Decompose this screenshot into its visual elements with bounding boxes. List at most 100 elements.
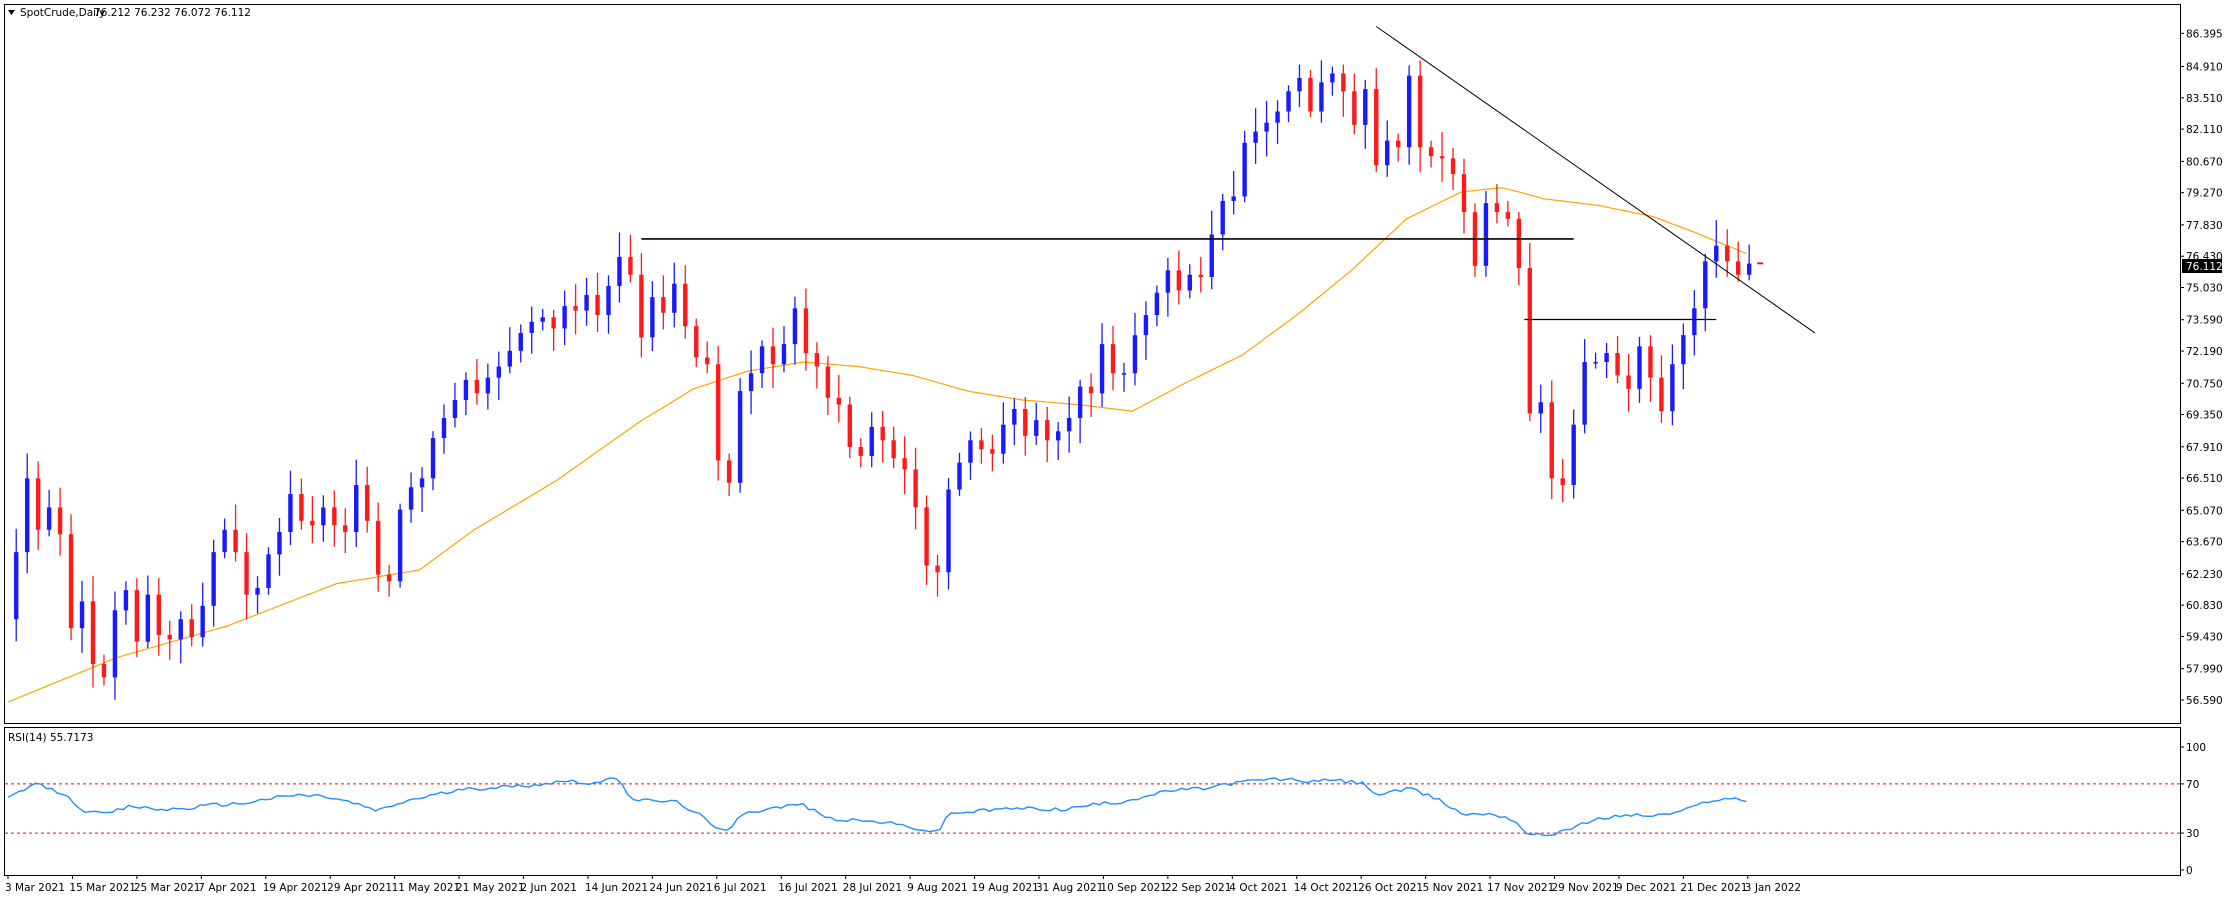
candle (1571, 409, 1576, 499)
candle-body (1659, 377, 1664, 412)
candle (759, 340, 765, 389)
candle (529, 306, 534, 354)
candle-body (979, 440, 984, 450)
price-axis-label: 83.510 (2186, 93, 2223, 105)
candle-body (408, 487, 414, 510)
candle-body (68, 534, 74, 629)
candle (683, 265, 688, 339)
candle-body (551, 317, 556, 329)
candle-body (902, 458, 907, 470)
candle (1023, 397, 1028, 456)
candle (68, 514, 74, 641)
candle-body (617, 256, 622, 286)
date-axis-label: 21 May 2021 (456, 882, 524, 894)
candle (101, 654, 107, 686)
candle (880, 410, 885, 463)
candle-body (430, 438, 436, 479)
date-axis-label: 31 Aug 2021 (1036, 882, 1103, 894)
candle (1176, 250, 1182, 305)
candle-body (134, 590, 140, 642)
candle-body (1571, 424, 1576, 486)
candle (847, 396, 852, 458)
candle-body (496, 366, 502, 378)
candle (540, 308, 545, 331)
candle-body (606, 285, 611, 316)
date-axis-label: 3 Jan 2022 (1745, 882, 1801, 894)
candle (1516, 211, 1522, 286)
candle-body (46, 507, 52, 530)
candle (1395, 133, 1401, 162)
candle (1417, 60, 1423, 173)
candle (1439, 132, 1445, 182)
date-axis-label: 22 Sep 2021 (1165, 882, 1232, 894)
candle-body (529, 321, 534, 333)
candle-body (211, 552, 216, 606)
candle-body (770, 346, 776, 365)
price-axis-label: 73.590 (2186, 315, 2223, 327)
candle-body (1593, 362, 1598, 364)
dropdown-arrow-icon[interactable] (8, 10, 15, 15)
date-axis-label: 10 Sep 2021 (1100, 882, 1167, 894)
candle (1593, 352, 1598, 369)
candle (672, 262, 677, 328)
candle (1615, 335, 1620, 384)
price-axis-label: 59.430 (2186, 631, 2223, 643)
candle-body (167, 634, 172, 640)
price-axis-label: 66.510 (2186, 473, 2223, 485)
candle-body (715, 364, 721, 461)
candle (1692, 290, 1697, 356)
candle-body (365, 485, 370, 521)
candle (145, 575, 151, 649)
candle-body (595, 294, 600, 316)
candle (375, 502, 381, 592)
candle (902, 436, 907, 495)
candle-body (1681, 335, 1686, 365)
candle-body (1439, 156, 1445, 159)
candle-body (1516, 218, 1522, 269)
candle-body (1165, 270, 1171, 293)
candle (606, 275, 611, 334)
candle (1406, 65, 1412, 165)
candle (79, 580, 85, 653)
candle-body (1626, 375, 1631, 389)
candle-body (507, 350, 512, 367)
candle (211, 539, 216, 627)
candle (1077, 379, 1083, 444)
candle-body (1615, 353, 1620, 376)
price-axis-label: 56.590 (2186, 695, 2223, 707)
candle (836, 374, 842, 423)
candle (365, 466, 370, 533)
candle (452, 382, 458, 428)
candle (35, 461, 41, 550)
date-axis-label: 9 Aug 2021 (907, 882, 968, 894)
date-axis-label: 15 Mar 2021 (69, 882, 136, 894)
candle-body (573, 306, 578, 311)
candle-body (1330, 73, 1335, 83)
candle (858, 438, 863, 468)
candle-body (1714, 245, 1719, 262)
ohlc-readout: 76.212 76.232 76.072 76.112 (94, 7, 251, 19)
candle-body (1582, 362, 1587, 425)
candle-body (101, 663, 107, 678)
candle (430, 431, 436, 491)
candle (968, 431, 973, 480)
candle (781, 326, 787, 373)
candle (332, 490, 337, 547)
candle-body (836, 397, 842, 405)
candle (222, 518, 227, 559)
candle-body (1066, 417, 1072, 432)
candle (748, 350, 754, 415)
candle-body (1692, 308, 1697, 336)
candle (419, 467, 425, 513)
candle-body (266, 554, 271, 588)
candle-body (277, 532, 282, 555)
downtrend-line (1375, 26, 1816, 334)
candle-body (946, 489, 951, 573)
candle (167, 620, 172, 660)
candle (321, 495, 326, 542)
candle (1483, 190, 1489, 277)
price-axis-label: 65.070 (2186, 505, 2223, 517)
candle-body (540, 317, 545, 322)
price-axis-label: 60.830 (2186, 600, 2223, 612)
candle (1275, 100, 1280, 145)
